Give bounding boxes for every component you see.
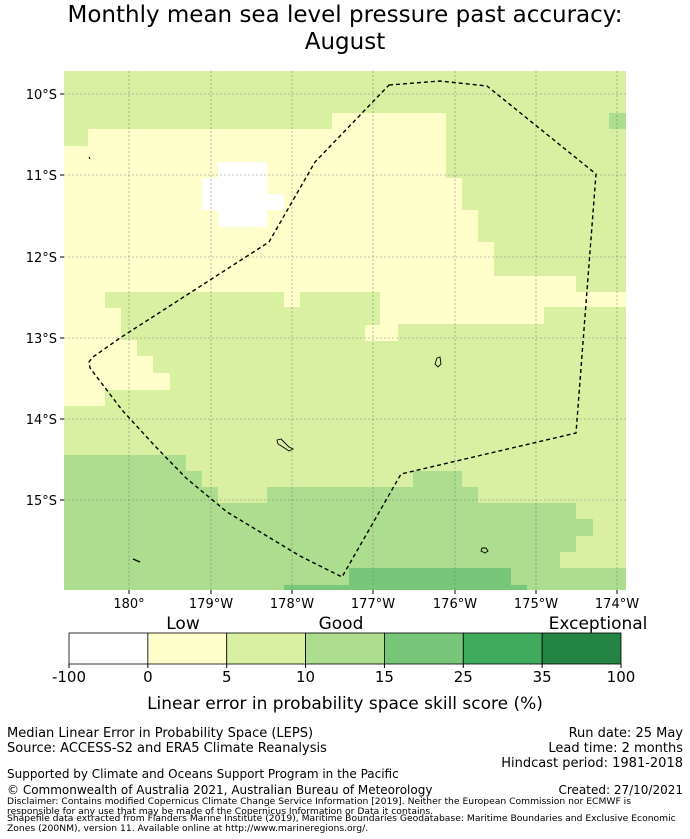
gridlines — [64, 71, 626, 590]
lat-label: 15°S — [26, 494, 57, 509]
colorbar-cell — [68, 632, 149, 665]
colorbar-cells — [68, 632, 622, 665]
axis-ticks — [60, 93, 618, 594]
very-good-zone-south — [284, 568, 527, 590]
colorbar-tick-label: 10 — [296, 668, 315, 686]
footer-method: Median Linear Error in Probability Space… — [7, 726, 314, 741]
lat-label: 10°S — [26, 88, 57, 103]
eez-boundary — [88, 80, 597, 578]
lat-label: 14°S — [26, 413, 57, 428]
skill-field — [64, 71, 626, 590]
lat-label: 12°S — [26, 251, 57, 266]
disclaimer-line-3: Shapefile data extracted from Flanders M… — [7, 813, 676, 824]
colorbar-cell — [462, 632, 543, 665]
lat-label: 11°S — [26, 169, 57, 184]
colorbar-tick-label: 25 — [454, 668, 473, 686]
lon-label: 178°W — [270, 597, 314, 612]
island-speck — [88, 156, 91, 160]
colorbar-tick-label: 0 — [143, 668, 153, 686]
lat-label: 13°S — [26, 332, 57, 347]
lat-labels: 10°S 11°S 12°S 13°S 14°S 15°S — [26, 88, 57, 509]
footer-lead-time: Lead time: 2 months — [548, 741, 683, 756]
footer-hindcast: Hindcast period: 1981-2018 — [501, 756, 683, 771]
lon-labels: 180° 179°W 178°W 177°W 176°W 175°W 174°W — [113, 597, 639, 612]
colorbar-ticks: -100 0 5 10 15 25 35 100 — [52, 664, 635, 686]
category-label-good: Good — [319, 614, 364, 634]
category-label-exceptional: Exceptional — [549, 614, 648, 634]
island-southwest — [132, 558, 141, 563]
footer-run-date: Run date: 25 May — [568, 726, 683, 741]
lon-label: 176°W — [433, 597, 477, 612]
footer-source: Source: ACCESS-S2 and ERA5 Climate Reana… — [7, 741, 327, 756]
colorbar-tick-label: -100 — [52, 668, 86, 686]
good-zone-south — [64, 455, 626, 590]
lon-label: 180° — [113, 597, 144, 612]
title-line-1: Monthly mean sea level pressure past acc… — [67, 2, 623, 28]
category-label-low: Low — [166, 614, 200, 634]
title-line-2: August — [304, 29, 386, 55]
island-north — [434, 356, 442, 368]
lon-label: 179°W — [189, 597, 233, 612]
colorbar: Low Good Exceptional -100 0 5 10 15 25 35 100 L… — [52, 614, 647, 714]
category-labels: Low Good Exceptional — [166, 614, 647, 634]
disclaimer-line-4: Zones (200NM), version 11. Available onl… — [7, 823, 369, 834]
island-east — [480, 547, 489, 554]
colorbar-tick-label: 35 — [533, 668, 552, 686]
footer-support: Supported by Climate and Oceans Support … — [7, 767, 399, 781]
lon-label: 175°W — [514, 597, 558, 612]
colorbar-cell — [226, 632, 306, 665]
good-patch-east — [609, 113, 626, 129]
colorbar-cell — [384, 632, 464, 665]
colorbar-cell — [147, 632, 228, 665]
disclaimer-line-2: responsible for any use that may be made… — [7, 806, 434, 817]
map-title: Monthly mean sea level pressure past acc… — [0, 2, 690, 56]
colorbar-cell — [305, 632, 385, 665]
colorbar-cell — [541, 632, 622, 665]
disclaimer-line-1: Disclaimer: Contains modified Copernicus… — [7, 796, 632, 807]
white-zone — [202, 162, 284, 227]
footer-created: Created: 27/10/2021 — [558, 783, 683, 797]
lon-label: 174°W — [595, 597, 639, 612]
light-patch-southeast — [593, 519, 626, 553]
colorbar-tick-label: 100 — [607, 668, 636, 686]
island-west — [276, 438, 295, 452]
colorbar-tick-label: 15 — [375, 668, 394, 686]
colorbar-tick-label: 5 — [222, 668, 232, 686]
footer-copyright: © Commonwealth of Australia 2021, Austra… — [7, 783, 433, 797]
lon-label: 177°W — [351, 597, 395, 612]
islands — [88, 156, 489, 563]
colorbar-axis-label: Linear error in probability space skill … — [147, 694, 543, 714]
